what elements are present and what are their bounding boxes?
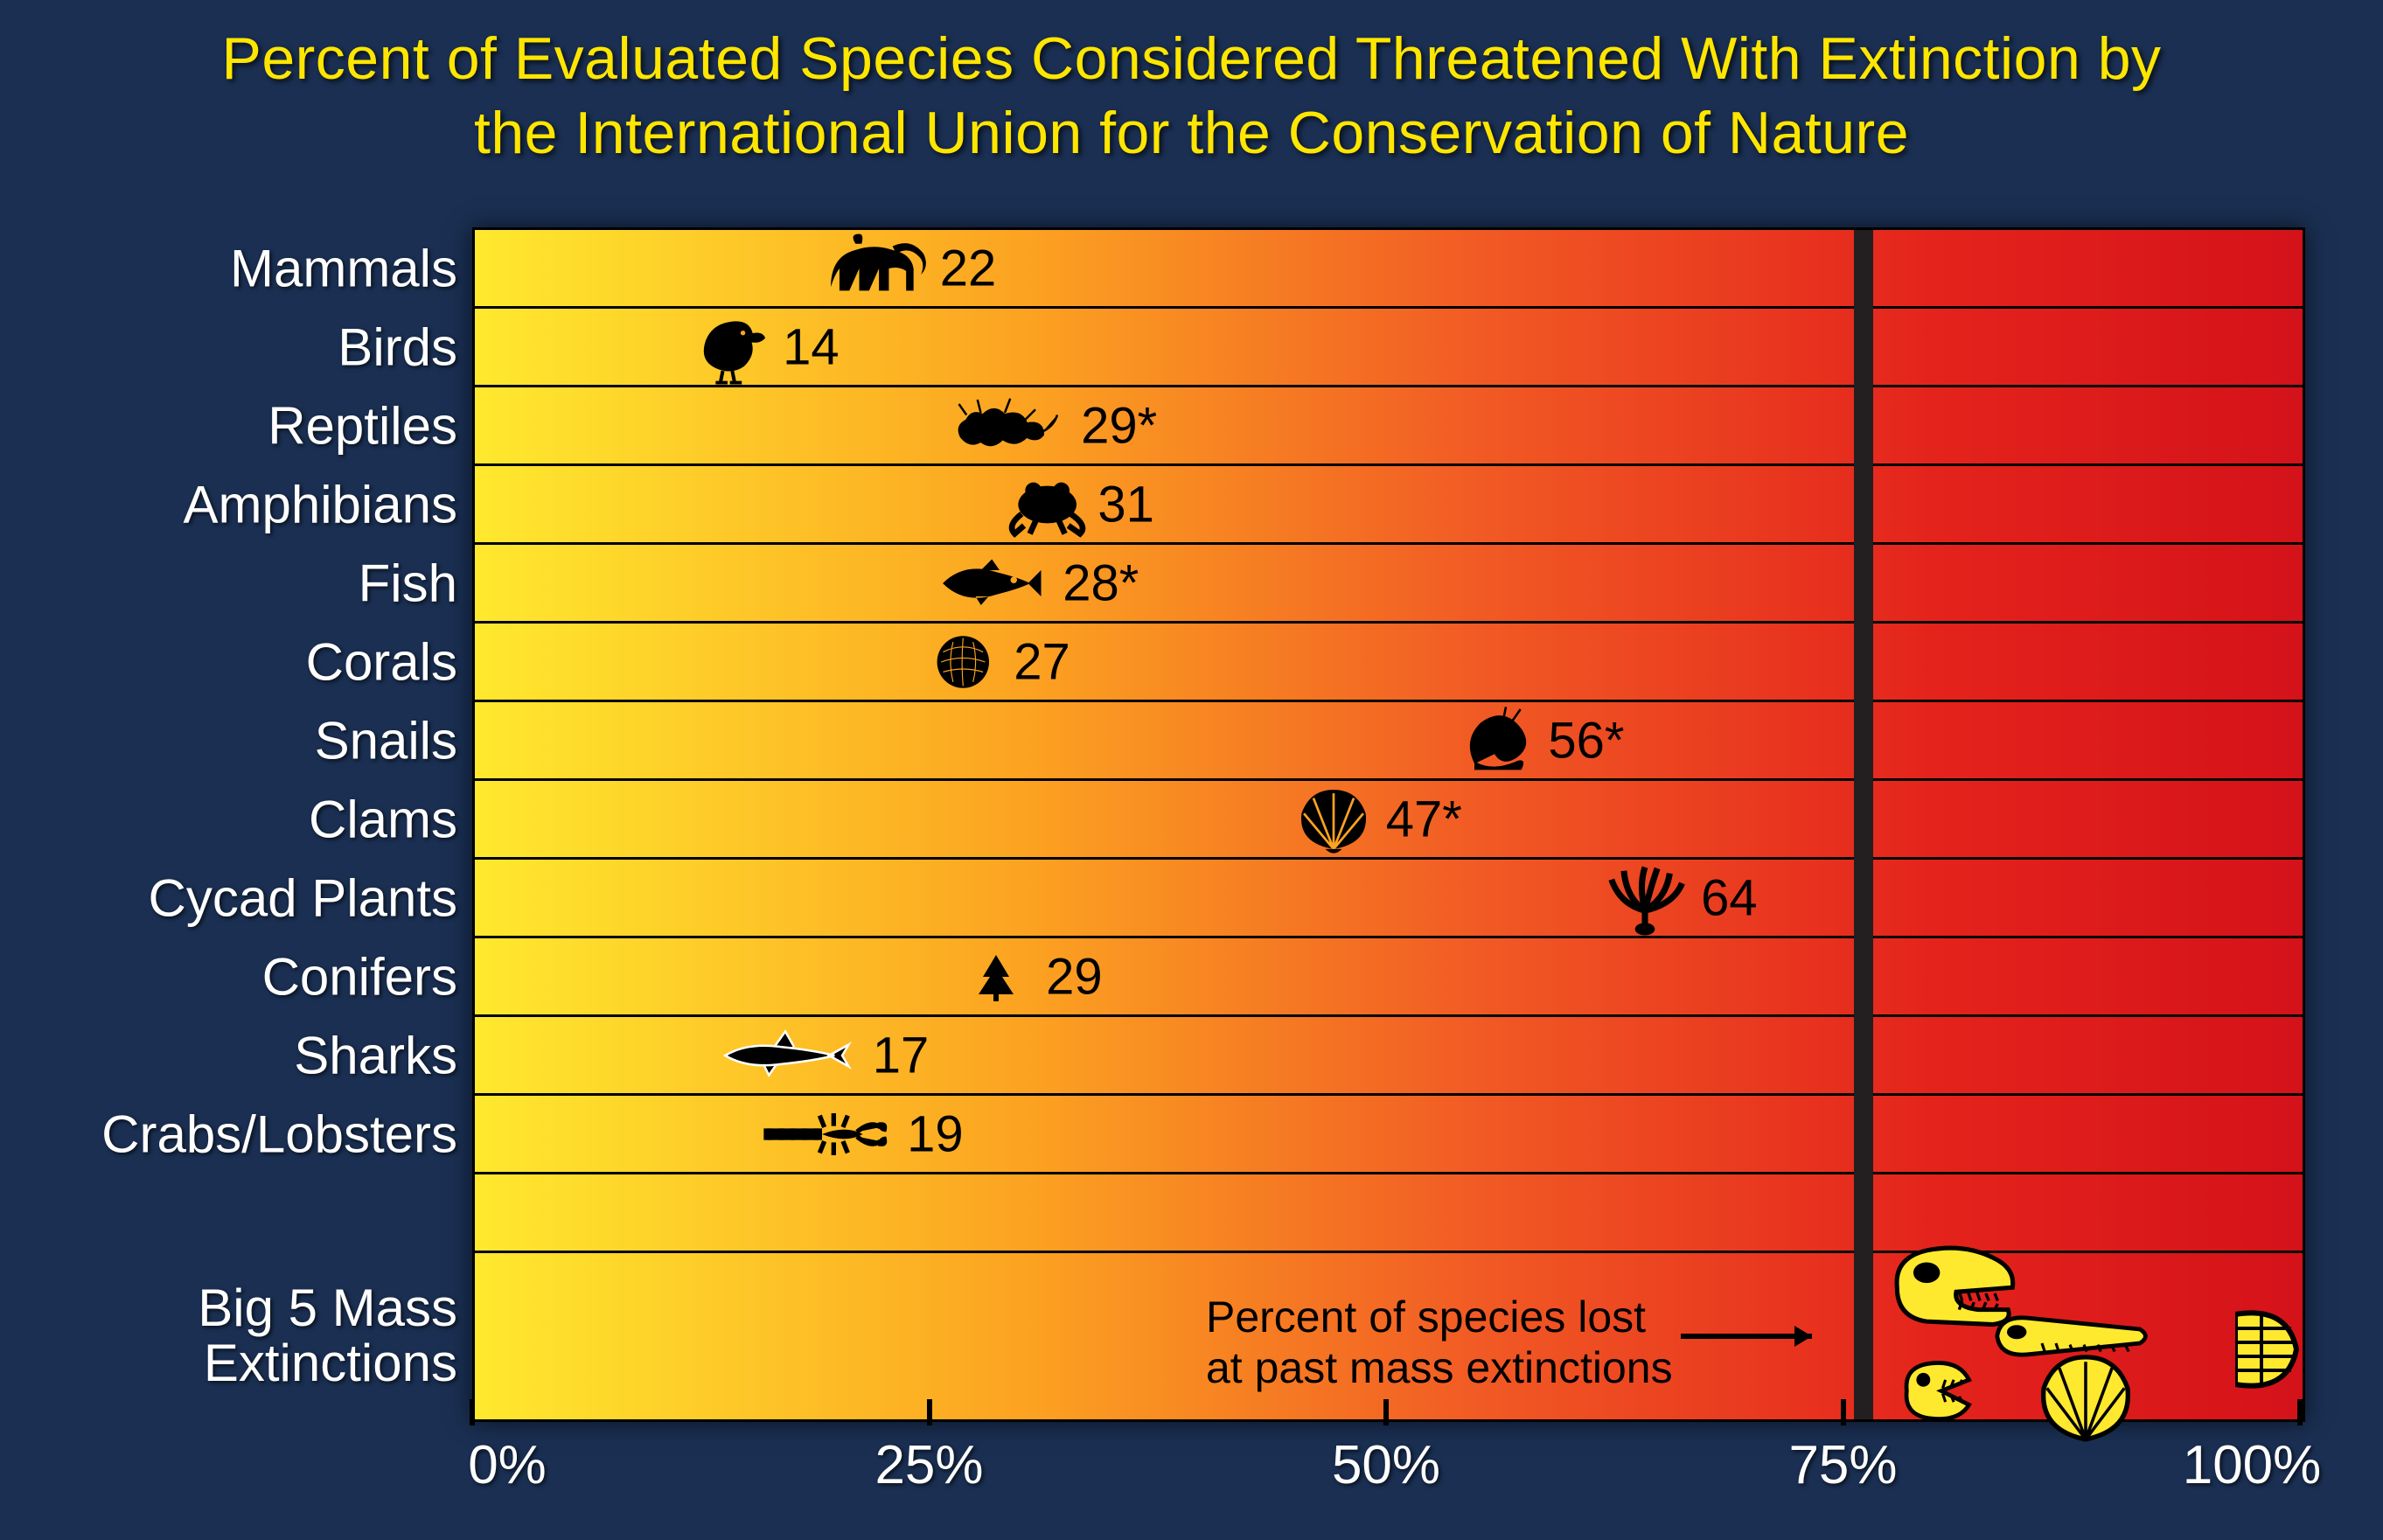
- value-label-conifer: 29: [1046, 947, 1103, 1006]
- row-conifer: Conifers 29: [475, 938, 2303, 1017]
- cycad-icon: [1599, 861, 1690, 935]
- ylabel-fish: Fish: [359, 553, 457, 613]
- row-snail: Snails 56*: [475, 702, 2303, 781]
- arrow-icon: [1681, 1319, 1829, 1354]
- gecko-icon: [939, 393, 1070, 458]
- dino-skull-icon: [1882, 1349, 1987, 1437]
- xlabel-0: 0%: [468, 1434, 547, 1496]
- page-root: Percent of Evaluated Species Considered …: [0, 0, 2383, 1540]
- row-dodo: Birds 14: [475, 309, 2303, 387]
- dodo-icon: [689, 310, 772, 384]
- ylabel-coral: Corals: [306, 631, 457, 692]
- row-shark: Sharks 17: [475, 1017, 2303, 1096]
- ylabel-conifer: Conifers: [262, 946, 457, 1007]
- row-big5: Big 5 MassExtinctions Percent of species…: [475, 1253, 2303, 1417]
- chart-plot-area: Mammals 22 Birds 14 Reptiles 29* Amphibi…: [472, 227, 2305, 1422]
- title-line-2: the International Union for the Conserva…: [474, 100, 1909, 166]
- ylabel-gecko: Reptiles: [268, 395, 457, 456]
- xlabel-75: 75%: [1788, 1434, 1897, 1496]
- lobster-icon: [748, 1099, 896, 1169]
- row-mammoth: Mammals 22: [475, 230, 2303, 309]
- value-label-fish: 28*: [1063, 554, 1139, 612]
- row-cycad: Cycad Plants 64: [475, 860, 2303, 938]
- title-line-1: Percent of Evaluated Species Considered …: [221, 25, 2161, 92]
- xlabel-100: 100%: [2183, 1434, 2322, 1496]
- xlabel-25: 25%: [874, 1434, 983, 1496]
- value-label-mammoth: 22: [940, 239, 997, 297]
- row-coral: Corals 27: [475, 624, 2303, 702]
- xtick-0: [470, 1399, 475, 1425]
- ylabel-snail: Snails: [315, 710, 457, 770]
- trilobite-icon: [2235, 1288, 2305, 1415]
- ylabel-mammoth: Mammals: [230, 238, 457, 298]
- ylabel-clam: Clams: [309, 789, 457, 849]
- ylabel-frog: Amphibians: [183, 474, 457, 534]
- mass-extinction-threshold-line: [1854, 230, 1873, 1419]
- ylabel-shark: Sharks: [294, 1025, 457, 1085]
- xtick-75: [1841, 1399, 1846, 1425]
- snail-icon: [1459, 703, 1537, 777]
- mammoth-icon: [825, 231, 930, 305]
- conifer-icon: [974, 942, 1035, 1012]
- value-label-dodo: 14: [783, 317, 840, 376]
- ylabel-dodo: Birds: [338, 317, 457, 377]
- mass-extinction-note: Percent of species lostat past mass exti…: [1206, 1293, 1673, 1393]
- row-clam: Clams 47*: [475, 781, 2303, 860]
- value-label-lobster: 19: [907, 1104, 964, 1163]
- shark-icon: [709, 1022, 862, 1088]
- value-label-snail: 56*: [1548, 711, 1624, 770]
- value-label-clam: 47*: [1386, 790, 1462, 848]
- fossil-shell-icon: [2029, 1349, 2143, 1450]
- ylabel-big5: Big 5 MassExtinctions: [198, 1280, 457, 1390]
- coral-icon: [933, 627, 1003, 697]
- fish-icon: [921, 550, 1052, 616]
- value-label-frog: 31: [1097, 475, 1154, 533]
- row-frog: Amphibians 31: [475, 466, 2303, 545]
- row-gecko: Reptiles 29*: [475, 387, 2303, 466]
- frog-icon: [995, 470, 1087, 540]
- row-fish: Fish 28*: [475, 545, 2303, 624]
- value-label-shark: 17: [873, 1026, 930, 1084]
- xtick-25: [927, 1399, 932, 1425]
- clam-icon: [1293, 782, 1376, 856]
- xtick-100: [2297, 1399, 2303, 1425]
- ylabel-cycad: Cycad Plants: [149, 868, 458, 928]
- ylabel-lobster: Crabs/Lobsters: [101, 1104, 457, 1164]
- value-label-cycad: 64: [1701, 868, 1758, 927]
- row-lobster: Crabs/Lobsters 19: [475, 1096, 2303, 1174]
- chart-title: Percent of Evaluated Species Considered …: [0, 22, 2383, 171]
- xlabel-50: 50%: [1332, 1434, 1440, 1496]
- value-label-coral: 27: [1014, 632, 1070, 691]
- xtick-50: [1383, 1399, 1389, 1425]
- value-label-gecko: 29*: [1081, 396, 1157, 455]
